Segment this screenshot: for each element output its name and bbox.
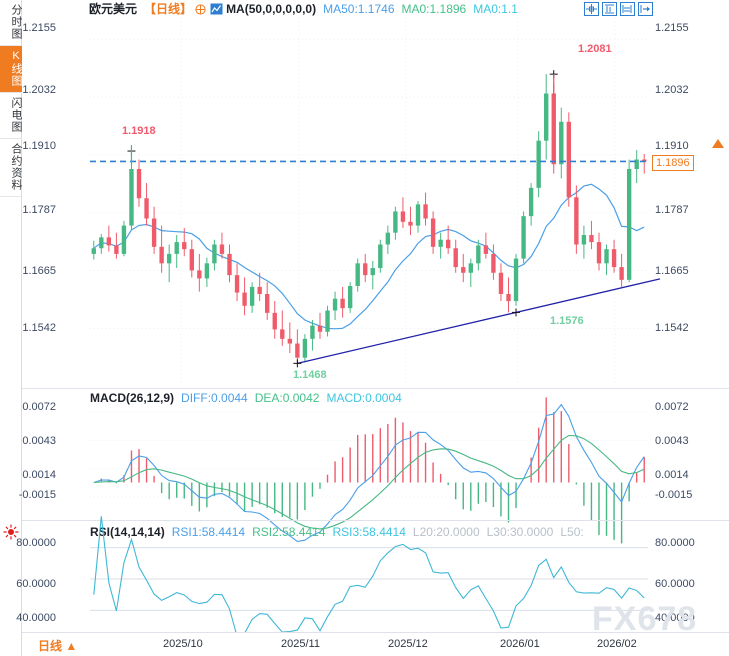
sidebar-item-contract-info[interactable]: 合约资料	[0, 139, 22, 197]
swing-low-label-1: 1.1468	[293, 369, 327, 381]
price-tick: 1.1542	[655, 322, 689, 334]
price-tick: 1.1787	[22, 204, 56, 216]
macd-legend: MACD(26,12,9) DIFF:0.0044 DEA:0.0042 MACD:0…	[90, 391, 409, 405]
rsi1-value: RSI1:58.4414	[171, 525, 246, 539]
swing-low-label-2: 1.1576	[550, 315, 584, 327]
crosshair-icon[interactable]	[584, 2, 599, 16]
indicator-toggle-icon[interactable]	[195, 4, 206, 18]
price-tick: 1.2155	[22, 22, 56, 34]
rsi-tick: 60.0000	[655, 578, 695, 590]
swing-high-label-1: 1.1918	[122, 125, 156, 137]
macd-divider	[22, 388, 729, 389]
symbol-name: 欧元美元	[89, 2, 138, 16]
chart-footer	[22, 632, 729, 656]
price-tick: 1.2155	[655, 22, 689, 34]
macd-tick: 0.0072	[22, 401, 56, 413]
macd-hist-value: MACD:0.0004	[326, 391, 402, 405]
ma-formula: MA(50,0,0,0,0,0)	[226, 2, 317, 16]
chart-toolbar	[584, 2, 653, 16]
sidebar-item-kline-chart[interactable]: K线图	[0, 46, 22, 93]
macd-diff-value: DIFF:0.0044	[181, 391, 248, 405]
macd-tick: 0.0014	[22, 469, 56, 481]
price-tick: 1.2032	[655, 84, 689, 96]
price-tick: 1.1910	[22, 140, 56, 152]
rsi-tick: 80.0000	[655, 537, 695, 549]
macd-tick: -0.0015	[655, 489, 693, 501]
swing-high-label-2: 1.2081	[578, 43, 612, 55]
rsi-divider	[22, 520, 729, 521]
sidebar-item-timeshare-chart[interactable]: 分时图	[0, 0, 22, 46]
x-axis-tick: 2026/01	[500, 638, 540, 650]
price-legend: 欧元美元 【日线】 MA(50,0,0,0,0,0) MA50:1.1746 MA0:…	[89, 2, 525, 18]
macd-tick: 0.0043	[22, 435, 56, 447]
price-tick: 1.1910	[655, 140, 689, 152]
ma0-value-b: MA0:1.1	[473, 2, 518, 16]
price-tick: 1.2032	[22, 84, 56, 96]
fit-height-icon[interactable]	[602, 2, 617, 16]
left-sidebar: 分时图 K线图 闪电图 合约资料	[0, 0, 22, 656]
current-price-arrow-icon	[712, 139, 724, 148]
rsi-legend: RSI(14,14,14) RSI1:58.4414 RSI2:58.4414 RSI…	[90, 525, 591, 539]
macd-tick: 0.0014	[655, 469, 689, 481]
price-tick: 1.1665	[22, 265, 56, 277]
sidebar-item-lightning-chart[interactable]: 闪电图	[0, 93, 22, 139]
macd-tick: 0.0043	[655, 435, 689, 447]
expand-icon[interactable]	[638, 2, 653, 16]
ma0-value-a: MA0:1.1896	[401, 2, 467, 16]
rsi-l30-value: L30:30.0000	[486, 525, 554, 539]
x-axis-tick: 2025/11	[281, 638, 320, 650]
current-price-tag[interactable]: 1.1896	[652, 155, 694, 171]
rsi-tick: 40.0000	[655, 612, 695, 624]
macd-tick: -0.0015	[18, 489, 56, 501]
x-axis-tick: 2025/12	[388, 638, 428, 650]
rsi-tick: 40.0000	[16, 612, 56, 624]
rsi3-value: RSI3:58.4414	[332, 525, 406, 539]
rsi-tick: 80.0000	[16, 537, 56, 549]
rsi-l50-value: L50:	[560, 525, 584, 539]
ma-chart-icon[interactable]	[210, 3, 223, 18]
sun-settings-icon[interactable]	[3, 524, 19, 540]
ma50-value: MA50:1.1746	[323, 2, 395, 16]
macd-dea-value: DEA:0.0042	[254, 391, 320, 405]
rsi2-value: RSI2:58.4414	[252, 525, 326, 539]
price-tick: 1.1787	[655, 204, 689, 216]
x-axis-tick: 2026/02	[597, 638, 637, 650]
fit-width-icon[interactable]	[620, 2, 635, 16]
rsi-title: RSI(14,14,14)	[90, 525, 165, 539]
macd-tick: 0.0072	[655, 401, 689, 413]
macd-title: MACD(26,12,9)	[90, 391, 175, 405]
price-tick: 1.1665	[655, 265, 689, 277]
period-selector-button[interactable]: 日线 ▲	[38, 639, 78, 653]
price-tick: 1.1542	[22, 322, 56, 334]
x-axis-tick: 2025/10	[163, 638, 203, 650]
rsi-l20-value: L20:20.0000	[412, 525, 480, 539]
rsi-tick: 60.0000	[16, 578, 56, 590]
period-label: 【日线】	[144, 2, 193, 16]
